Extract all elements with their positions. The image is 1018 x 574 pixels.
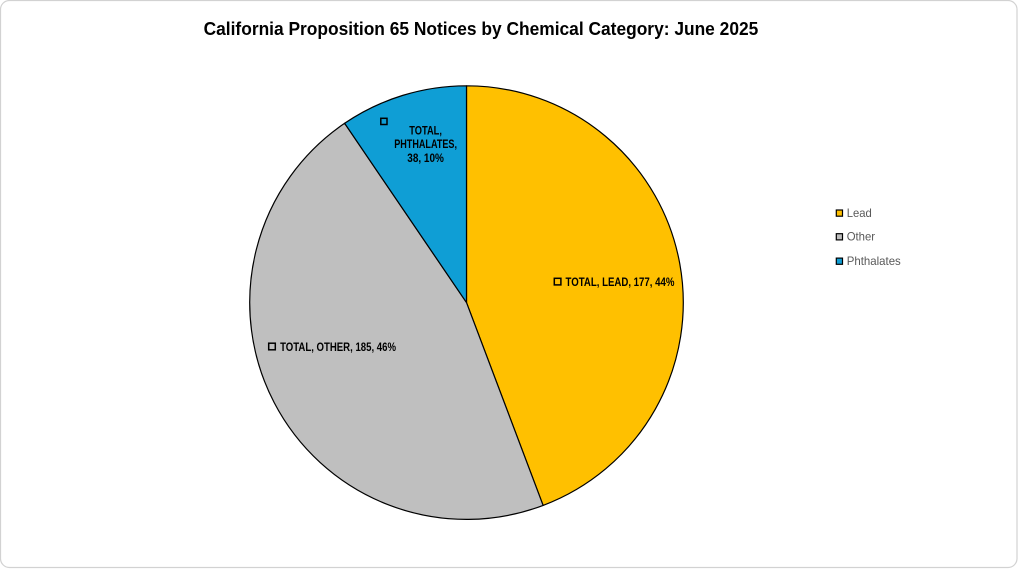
svg-text:TOTAL,: TOTAL, bbox=[409, 123, 442, 137]
svg-text:Phthalates: Phthalates bbox=[847, 254, 901, 268]
svg-text:Other: Other bbox=[847, 230, 875, 244]
svg-text:PHTHALATES,: PHTHALATES, bbox=[394, 137, 457, 151]
svg-text:38, 10%: 38, 10% bbox=[407, 151, 444, 165]
svg-text:TOTAL, LEAD, 177, 44%: TOTAL, LEAD, 177, 44% bbox=[566, 275, 675, 289]
svg-text:Lead: Lead bbox=[847, 206, 872, 220]
svg-text:California Proposition 65 Noti: California Proposition 65 Notices by Che… bbox=[204, 18, 759, 39]
svg-text:TOTAL, OTHER, 185, 46%: TOTAL, OTHER, 185, 46% bbox=[280, 340, 396, 354]
